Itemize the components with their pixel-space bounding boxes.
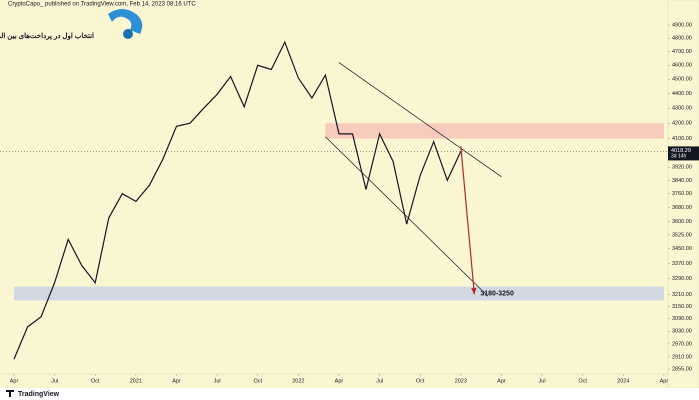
- y-tick-label: 4200.00: [672, 121, 692, 127]
- x-tick-label: Jul: [539, 378, 546, 384]
- y-tick-label: 3680.00: [672, 205, 692, 211]
- y-tick-label: 3210.00: [672, 292, 692, 298]
- y-tick-label: 3090.00: [672, 316, 692, 322]
- footer-logo: TradingView: [18, 391, 60, 398]
- y-tick-label: 3920.00: [672, 165, 692, 171]
- y-tick-label: 3840.00: [672, 178, 692, 184]
- y-tick-label: 2855.00: [672, 367, 692, 373]
- y-tick-label: 3450.00: [672, 246, 692, 252]
- last-price-label: 4018.29: [671, 148, 691, 154]
- y-tick-label: 3030.00: [672, 329, 692, 335]
- countdown: 3d 14h: [671, 154, 687, 160]
- y-tick-label: 4600.00: [672, 63, 692, 69]
- y-tick-label: 4300.00: [672, 106, 692, 112]
- y-tick-label: 2970.00: [672, 341, 692, 347]
- target-arrow: [460, 146, 475, 295]
- header: CryptoCapo_ published on TradingView.com…: [8, 2, 196, 8]
- y-tick-label: 4700.00: [672, 49, 692, 55]
- last-price-box: [668, 146, 699, 161]
- price-zone: [14, 286, 664, 301]
- y-tick-label: 2910.00: [672, 354, 692, 360]
- brand-tagline: انتخاب اول در پرداخت‌های بین المللی: [0, 32, 94, 41]
- x-tick-label: 2024: [617, 378, 629, 384]
- channel-line: [338, 62, 502, 178]
- x-tick-label: Apr: [497, 378, 506, 384]
- footer-bar: [0, 388, 699, 400]
- x-tick-label: 2021: [130, 378, 142, 384]
- footer-icon: [6, 390, 14, 397]
- x-tick-label: Jul: [376, 378, 383, 384]
- y-tick-label: 4900.00: [672, 23, 692, 29]
- price-zone: [325, 123, 664, 139]
- y-tick-label: 3290.00: [672, 276, 692, 282]
- x-tick-label: Oct: [416, 378, 425, 384]
- x-tick-label: Jul: [51, 378, 58, 384]
- y-tick-label: 4100.00: [672, 136, 692, 142]
- x-tick-label: Apr: [172, 378, 181, 384]
- x-tick-label: Jul: [214, 378, 221, 384]
- y-tick-label: 3150.00: [672, 304, 692, 310]
- y-tick-label: 3600.00: [672, 219, 692, 225]
- x-tick-label: 2022: [292, 378, 304, 384]
- brand-logo: [108, 9, 143, 39]
- arrow-head: [471, 287, 477, 295]
- x-tick-label: Oct: [253, 378, 262, 384]
- y-tick-label: 4800.00: [672, 36, 692, 42]
- y-tick-label: 3525.00: [672, 232, 692, 238]
- channel-line: [325, 136, 489, 297]
- plot: 3180-3250: [0, 40, 668, 360]
- x-tick-label: Apr: [660, 378, 669, 384]
- x-tick-label: Oct: [578, 378, 587, 384]
- y-tick-label: 4400.00: [672, 91, 692, 97]
- y-tick-label: 4500.00: [672, 77, 692, 83]
- y-tick-label: 3760.00: [672, 191, 692, 197]
- price-axis: [667, 0, 699, 389]
- y-tick-label: 3370.00: [672, 261, 692, 267]
- x-tick-label: 2023: [455, 378, 467, 384]
- x-tick-label: Apr: [335, 378, 344, 384]
- x-tick-label: Apr: [10, 378, 19, 384]
- x-tick-label: Oct: [91, 378, 100, 384]
- price-line: [13, 40, 462, 360]
- zone-label: 3180-3250: [480, 290, 514, 297]
